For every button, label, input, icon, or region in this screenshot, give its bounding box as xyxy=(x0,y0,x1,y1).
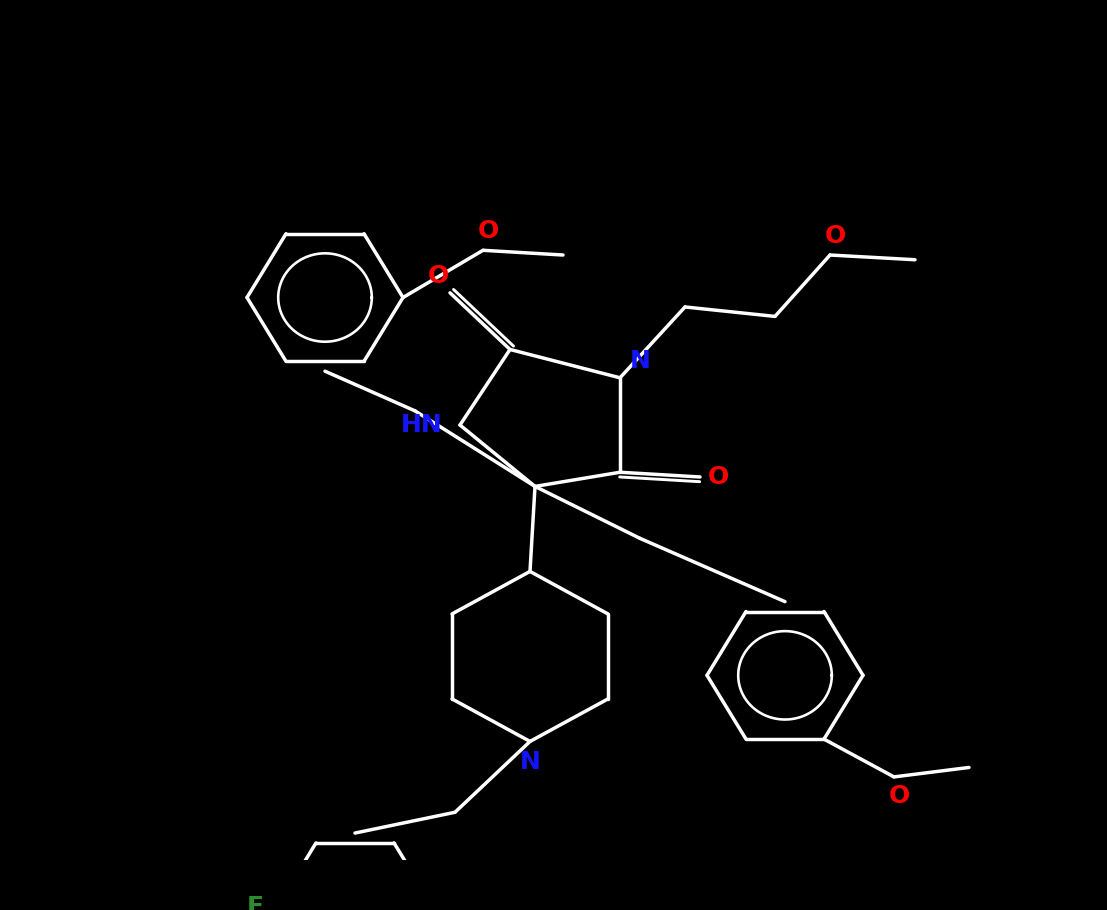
Text: O: O xyxy=(889,784,910,808)
Text: O: O xyxy=(427,264,448,288)
Text: HN: HN xyxy=(401,413,443,437)
Text: O: O xyxy=(825,224,846,248)
Text: N: N xyxy=(519,750,540,774)
Text: O: O xyxy=(707,465,728,489)
Text: N: N xyxy=(630,349,651,373)
Text: O: O xyxy=(477,219,498,243)
Text: F: F xyxy=(247,895,263,910)
